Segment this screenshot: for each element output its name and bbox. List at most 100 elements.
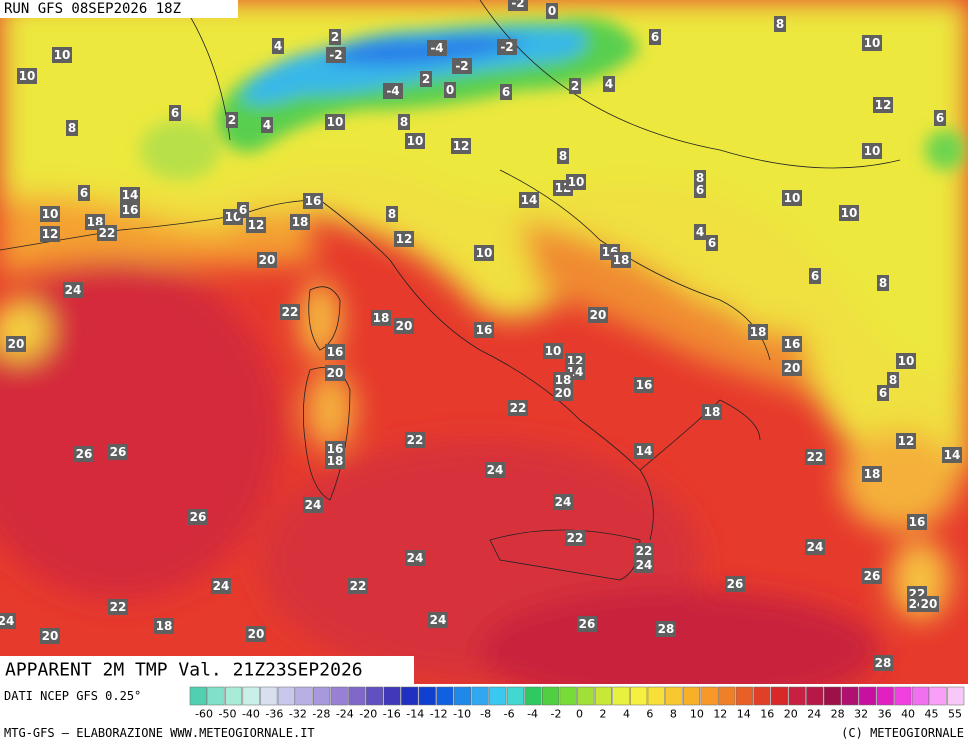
- temperature-label: 10: [42, 207, 59, 221]
- label-box: [246, 217, 266, 233]
- temperature-label: 18: [864, 467, 881, 481]
- legend-tick-label: 16: [760, 708, 774, 721]
- label-box: [444, 82, 456, 98]
- temperature-label: 24: [807, 540, 824, 554]
- label-box: [774, 16, 786, 32]
- temperature-label: 26: [76, 447, 93, 461]
- legend-tick-label: 12: [713, 708, 727, 721]
- footer-left: MTG-GFS — ELABORAZIONE WWW.METEOGIORNALE…: [4, 726, 315, 740]
- label-box: [656, 621, 676, 637]
- legend-tick-label: -8: [480, 708, 491, 721]
- legend-tick-label: -40: [242, 708, 260, 721]
- legend-swatch: [383, 686, 401, 706]
- label-box: [398, 114, 410, 130]
- legend-swatch: [735, 686, 753, 706]
- legend-swatch: [418, 686, 436, 706]
- temperature-label: 20: [248, 627, 265, 641]
- label-box: [371, 310, 391, 326]
- run-label: RUN GFS 08SEP2026 18Z: [4, 1, 181, 17]
- temperature-label: 12: [42, 227, 59, 241]
- legend-swatch: [753, 686, 771, 706]
- label-box: [325, 453, 345, 469]
- temperature-label: 20: [259, 253, 276, 267]
- legend-tick-label: 55: [948, 708, 962, 721]
- temperature-label: 24: [636, 558, 653, 572]
- temperature-label: -4: [430, 41, 443, 55]
- legend-swatch: [365, 686, 383, 706]
- label-box: [257, 252, 277, 268]
- label-box: [386, 206, 398, 222]
- temperature-label: 8: [776, 17, 784, 31]
- label-box: [394, 231, 414, 247]
- label-box: [500, 84, 512, 100]
- legend-tick-label: -60: [195, 708, 213, 721]
- temperature-label: 10: [841, 206, 858, 220]
- temperature-label: 18: [704, 405, 721, 419]
- temperature-label: 24: [555, 495, 572, 509]
- temperature-label: 12: [453, 139, 470, 153]
- label-box: [108, 599, 128, 615]
- label-box: [577, 616, 597, 632]
- legend-tick-label: -12: [430, 708, 448, 721]
- legend-swatch: [859, 686, 877, 706]
- label-box: [569, 78, 581, 94]
- temperature-label: 22: [567, 531, 584, 545]
- legend-swatch: [542, 686, 560, 706]
- legend-swatch: [682, 686, 701, 706]
- legend-swatch: [313, 686, 331, 706]
- temperature-label: 20: [921, 597, 938, 611]
- temperature-label: 6: [239, 203, 247, 217]
- label-box: [74, 446, 94, 462]
- label-box: [0, 613, 16, 629]
- legend-tick-label: 10: [690, 708, 704, 721]
- legend-swatch: [207, 686, 225, 706]
- legend-swatch: [295, 686, 313, 706]
- label-box: [508, 400, 528, 416]
- label-box: [6, 336, 26, 352]
- legend-tick-label: -32: [289, 708, 307, 721]
- label-box: [226, 112, 238, 128]
- label-box: [543, 343, 563, 359]
- temperature-label: 10: [864, 144, 881, 158]
- label-box: [451, 138, 471, 154]
- label-box: [919, 596, 939, 612]
- label-box: [862, 143, 882, 159]
- label-box: [120, 187, 140, 203]
- temperature-label: 4: [263, 118, 271, 132]
- label-box: [508, 0, 528, 11]
- temperature-label: -2: [455, 59, 468, 73]
- temperature-label: 6: [708, 236, 716, 250]
- label-box: [405, 550, 425, 566]
- label-box: [782, 336, 802, 352]
- temperature-label: 22: [407, 433, 424, 447]
- temperature-label: 20: [590, 308, 607, 322]
- temperature-label: 14: [122, 188, 139, 202]
- legend-tick-label: -24: [336, 708, 354, 721]
- temperature-label: 20: [8, 337, 25, 351]
- label-box: [290, 214, 310, 230]
- temperature-label: 26: [190, 510, 207, 524]
- label-box: [725, 576, 745, 592]
- label-box: [862, 568, 882, 584]
- label-box: [839, 205, 859, 221]
- label-box: [474, 322, 494, 338]
- temperature-label: 18: [373, 311, 390, 325]
- temperature-label: 4: [274, 39, 282, 53]
- legend-tick-label: 32: [854, 708, 868, 721]
- temperature-label: 8: [696, 171, 704, 185]
- legend-swatch: [524, 686, 542, 706]
- footer-right: (C) METEOGIORNALE: [841, 726, 964, 740]
- label-box: [120, 202, 140, 218]
- label-box: [237, 202, 249, 218]
- legend-swatch: [489, 686, 507, 706]
- temperature-label: 22: [350, 579, 367, 593]
- label-box: [553, 385, 573, 401]
- legend-tick-label: -10: [453, 708, 471, 721]
- temperature-label: 8: [388, 207, 396, 221]
- label-box: [566, 174, 586, 190]
- legend-swatch: [788, 686, 806, 706]
- label-box: [405, 133, 425, 149]
- legend-tick-label: 0: [576, 708, 583, 721]
